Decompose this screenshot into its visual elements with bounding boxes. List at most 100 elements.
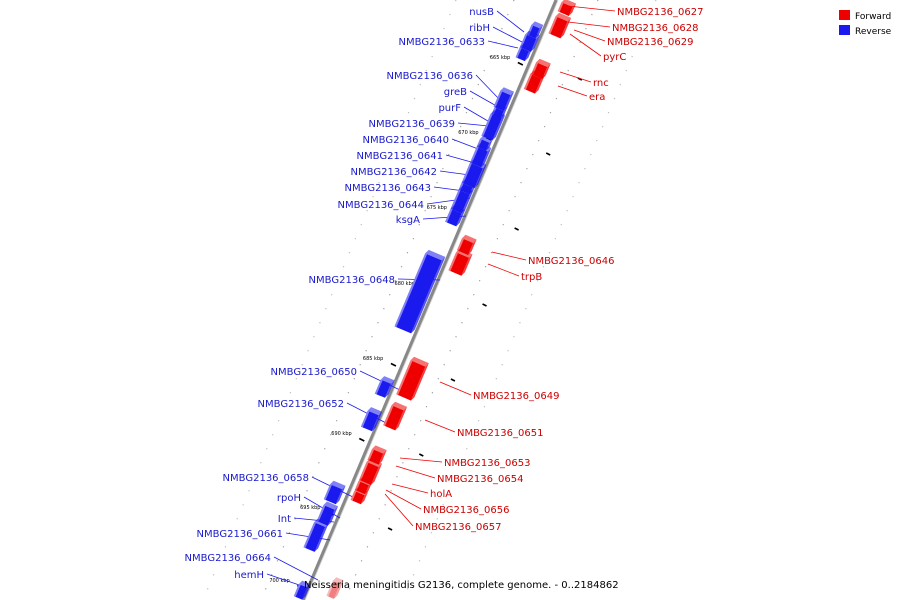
reverse-gene-label: NMBG2136_0658 bbox=[223, 473, 309, 484]
leader-line bbox=[424, 419, 456, 433]
reverse-gene-nmbg2136-0648 bbox=[394, 249, 446, 334]
gene-features bbox=[293, 0, 577, 600]
reverse-gene-ksga bbox=[445, 205, 466, 227]
scale-tick bbox=[387, 527, 393, 531]
gene-face bbox=[360, 410, 379, 432]
leader-line bbox=[573, 29, 606, 42]
forward-gene-label: pyrC bbox=[603, 52, 626, 63]
forward-gene-fragment bbox=[326, 577, 344, 599]
forward-gene-label: NMBG2136_0651 bbox=[457, 428, 543, 439]
leader-line bbox=[487, 263, 520, 277]
gene-side-face bbox=[560, 17, 572, 39]
scale-tick bbox=[482, 303, 487, 307]
forward-gene-label: NMBG2136_0627 bbox=[617, 7, 703, 18]
gene-top-face bbox=[366, 458, 383, 467]
reverse-gene-label: Int bbox=[278, 514, 291, 525]
gene-highlight bbox=[326, 580, 335, 597]
gene-side-face bbox=[492, 114, 506, 141]
gene-highlight bbox=[394, 253, 428, 328]
forward-gene-label: NMBG2136_0654 bbox=[437, 474, 523, 485]
reverse-gene-nmbg2136-0650 bbox=[374, 376, 395, 398]
forward-gene-label: trpB bbox=[521, 272, 542, 283]
gene-top-face bbox=[525, 30, 540, 39]
gene-top-face bbox=[358, 477, 373, 486]
gene-highlight bbox=[519, 34, 528, 48]
gene-top-face bbox=[391, 401, 408, 411]
forward-gene-label: holA bbox=[430, 489, 452, 500]
reverse-gene-label: ksgA bbox=[396, 215, 420, 226]
legend-item-reverse: Reverse bbox=[839, 25, 892, 37]
genome-backbone bbox=[301, 0, 559, 600]
gene-top-face bbox=[536, 58, 551, 67]
gene-face bbox=[557, 2, 573, 16]
gene-side-face bbox=[530, 35, 540, 52]
reverse-gene-label: NMBG2136_0644 bbox=[338, 200, 424, 211]
gene-side-face bbox=[456, 209, 466, 227]
gene-highlight bbox=[515, 47, 522, 58]
gene-highlight bbox=[323, 484, 332, 500]
gene-highlight bbox=[396, 360, 413, 396]
legend-swatch-forward bbox=[839, 10, 850, 20]
legend: Forward Reverse bbox=[839, 10, 892, 37]
forward-gene-nmbg2136-0656 bbox=[350, 487, 369, 505]
forward-gene-label: rnc bbox=[593, 78, 609, 89]
gene-top-face bbox=[450, 205, 466, 214]
gene-side-face bbox=[395, 406, 408, 431]
gene-highlight bbox=[354, 480, 361, 491]
gene-highlight bbox=[359, 461, 369, 481]
forward-gene-label: NMBG2136_0653 bbox=[444, 458, 530, 469]
gene-side-face bbox=[314, 523, 329, 552]
forward-gene-nmbg2136-0649 bbox=[396, 356, 429, 401]
reverse-gene-label: NMBG2136_0650 bbox=[271, 367, 357, 378]
reverse-gene-label: NMBG2136_0664 bbox=[185, 553, 271, 564]
gene-highlight bbox=[461, 162, 472, 184]
gene-highlight bbox=[445, 208, 453, 223]
gene-highlight bbox=[476, 138, 482, 148]
leader-line bbox=[569, 33, 602, 57]
gene-face bbox=[523, 73, 542, 94]
scale-label: 675 kbp bbox=[427, 205, 447, 211]
leader-line bbox=[385, 489, 422, 510]
gene-top-face bbox=[367, 407, 383, 416]
gene-face bbox=[481, 113, 502, 141]
leader-line bbox=[496, 10, 525, 33]
reverse-gene-hemh bbox=[293, 580, 311, 600]
gene-top-face bbox=[458, 186, 474, 195]
gene-top-face bbox=[461, 179, 477, 188]
gene-face bbox=[293, 584, 308, 600]
gene-top-face bbox=[425, 249, 446, 261]
gene-top-face bbox=[323, 501, 339, 510]
gene-highlight bbox=[450, 189, 461, 210]
leader-line bbox=[491, 251, 527, 261]
leader-line bbox=[399, 457, 443, 463]
gene-side-face bbox=[535, 75, 545, 94]
gene-top-face bbox=[410, 356, 429, 367]
gene-highlight bbox=[523, 73, 533, 90]
gene-side-face bbox=[503, 91, 514, 112]
gene-top-face bbox=[330, 480, 346, 490]
forward-gene-nmbg2136-0628 bbox=[548, 12, 572, 39]
gene-side-face bbox=[371, 463, 383, 485]
gene-face bbox=[515, 47, 529, 62]
forward-gene-nmbg2136-0627 bbox=[557, 0, 577, 16]
scale-label: 695 kbp bbox=[300, 505, 320, 511]
reverse-gene-nmbg2136-0652 bbox=[360, 407, 383, 432]
forward-gene-label: NMBG2136_0628 bbox=[612, 23, 698, 34]
scale-label: 690 kbp bbox=[331, 431, 351, 437]
gene-face bbox=[374, 379, 391, 398]
leader-line bbox=[439, 381, 472, 396]
gene-side-face bbox=[461, 190, 474, 214]
gene-side-face bbox=[568, 3, 577, 16]
gene-top-face bbox=[462, 234, 477, 243]
gene-top-face bbox=[500, 87, 514, 96]
gene-face bbox=[394, 253, 442, 334]
gene-side-face bbox=[481, 147, 492, 168]
gene-side-face bbox=[372, 411, 383, 432]
gene-side-face bbox=[360, 491, 369, 505]
reverse-gene-label: NMBG2136_0640 bbox=[363, 135, 449, 146]
gene-highlight bbox=[316, 505, 326, 522]
gene-face bbox=[350, 490, 365, 505]
legend-label-forward: Forward bbox=[855, 12, 891, 22]
reverse-gene-label: NMBG2136_0652 bbox=[258, 399, 344, 410]
gene-top-face bbox=[531, 21, 544, 29]
